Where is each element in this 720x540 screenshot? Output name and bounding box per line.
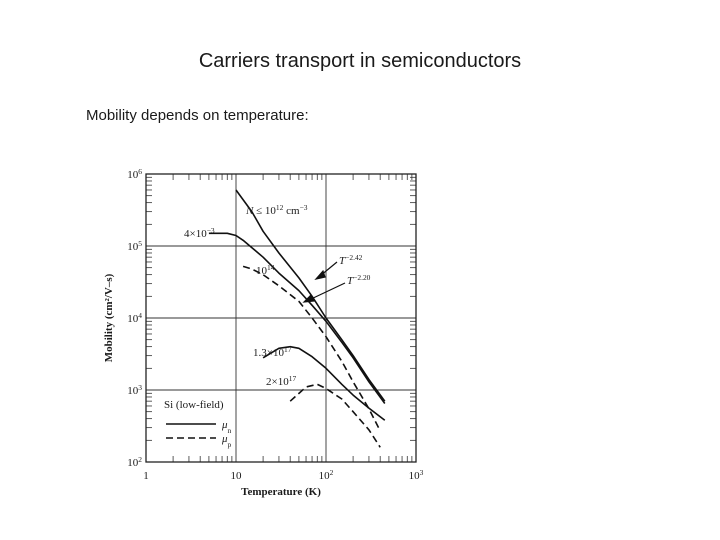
x-tick-label: 103 [409,468,424,483]
annotation-5: T−2.20 [347,273,371,288]
annotation-4: T−2.42 [339,253,363,268]
annotation-7: 2×1017 [266,374,296,389]
slide-subtitle: Mobility depends on temperature: [86,107,309,124]
y-tick-label: 103 [127,383,142,398]
y-tick-label: 104 [127,311,142,326]
annotation-1: 4×10−3 [184,226,215,241]
x-tick-label: 1 [143,470,149,482]
y-tick-label: 106 [127,167,142,182]
annotation-3: 1014 [256,263,275,278]
minor-ticks [146,174,416,462]
slide-title: Carriers transport in semiconductors [198,50,522,72]
x-axis-label: Temperature (K) [241,486,321,498]
grid-lines [145,173,417,463]
annotation-2: N ≤ 1012 cm−3 [245,203,308,218]
series-line-3 [242,265,381,432]
annotation-arrows [302,261,346,303]
x-tick-label: 10 [231,470,243,482]
plot-frame [145,173,417,463]
series-line-2 [208,232,386,404]
legend-label-n: μn [221,419,232,435]
y-axis-label: Mobility (cm²/V–s) [103,273,115,362]
annotation-6: 1.3×1017 [253,345,292,360]
series-line-4 [262,345,386,421]
y-tick-label: 102 [127,455,142,470]
series-line-5 [289,383,381,448]
x-tick-label: 102 [319,468,334,483]
legend-title: Si (low-field) [164,399,224,411]
y-tick-label: 105 [127,239,142,254]
legend-label-p: μp [221,433,232,449]
